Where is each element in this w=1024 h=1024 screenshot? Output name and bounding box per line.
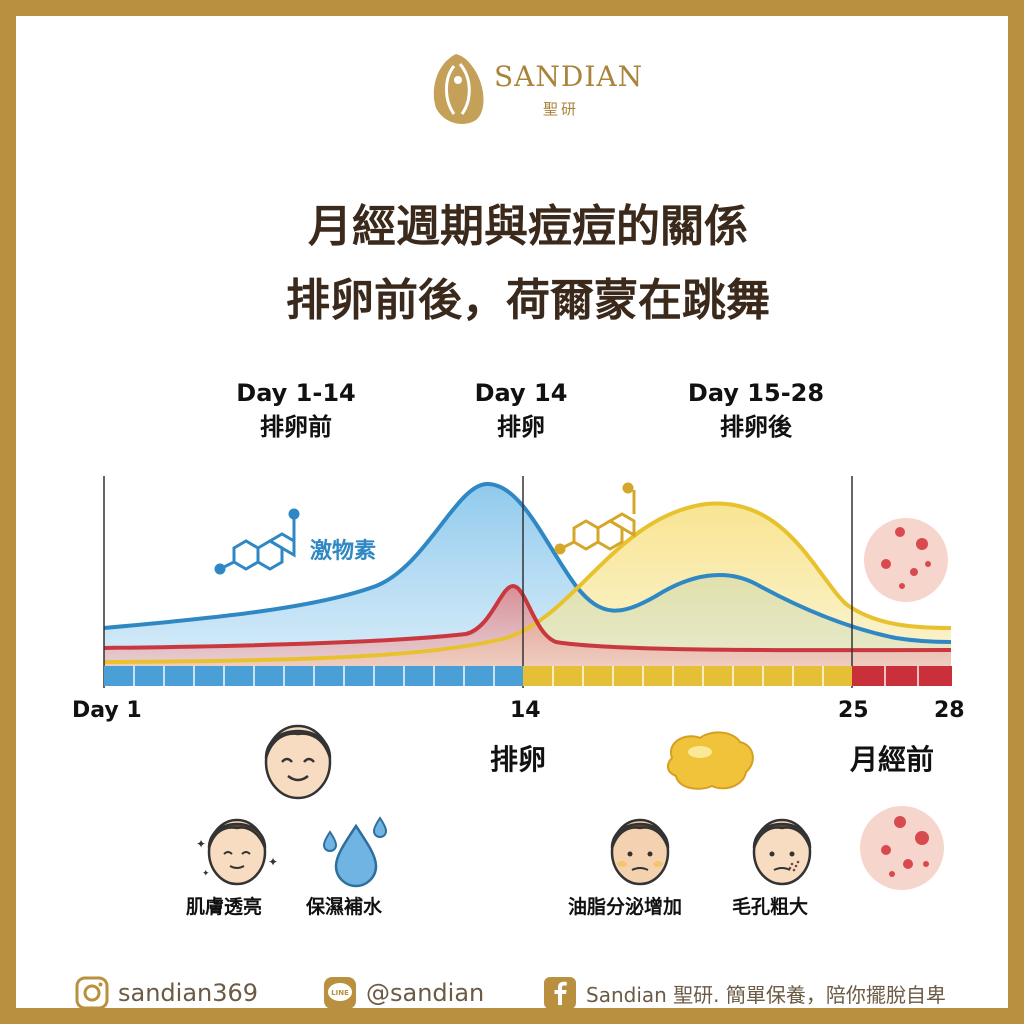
phase-ovulation-label: 排卵	[497, 413, 545, 441]
svg-text:✦: ✦	[196, 837, 206, 851]
acne-skin-icon-bottom	[860, 806, 944, 890]
progesterone-molecule-icon	[554, 482, 636, 555]
instagram-icon	[75, 976, 109, 1010]
acne-skin-icon-top	[864, 518, 948, 602]
svg-text:✦: ✦	[268, 855, 278, 869]
title-line-1: 月經週期與痘痘的關係	[308, 201, 748, 252]
axis-end-label: 28	[934, 698, 965, 723]
phase-post-days: Day 15-28	[687, 379, 825, 407]
hormone-chart: 激物素	[103, 476, 952, 688]
lh-area	[104, 586, 951, 666]
progesterone-line	[103, 501, 952, 664]
timeline-bar	[104, 666, 952, 686]
facebook-text: Sandian 聖研. 簡單保養，陪你擺脫自卑	[586, 982, 946, 1007]
effect-label-pores: 毛孔粗大	[732, 896, 809, 918]
estrogen-molecule-icon	[214, 508, 300, 575]
line-icon: LINE	[324, 977, 356, 1009]
premenstrual-marker: 月經前	[850, 743, 935, 776]
line-icon-text: LINE	[331, 989, 349, 997]
axis-premenstrual-label: 25	[838, 698, 869, 723]
phase-ovulation-days: Day 14	[474, 379, 568, 407]
water-drop-icon	[322, 816, 388, 888]
instagram-handle: sandian369	[118, 979, 259, 1007]
ovulation-marker: 排卵	[490, 743, 547, 776]
oily-face-icon	[610, 818, 670, 886]
phase-pre-label: 排卵前	[260, 413, 332, 441]
phase-post: Day 15-28 排卵後	[666, 376, 846, 444]
effect-label-moist: 保濕補水	[306, 896, 383, 918]
estrogen-line	[103, 481, 952, 644]
line-handle: @sandian	[366, 979, 485, 1007]
happy-face-icon	[264, 724, 332, 800]
brand-name: SANDIAN	[494, 60, 644, 93]
oil-blob-icon	[666, 731, 754, 790]
hormone-label: 激物素	[310, 538, 376, 564]
svg-text:✦: ✦	[202, 869, 210, 879]
footer-facebook[interactable]: Sandian 聖研. 簡單保養，陪你擺脫自卑	[542, 970, 946, 1016]
phase-pre-days: Day 1-14	[236, 379, 356, 407]
title-line-2: 排卵前後，荷爾蒙在跳舞	[286, 275, 770, 326]
effect-label-oil: 油脂分泌增加	[568, 896, 683, 918]
facebook-icon	[544, 977, 576, 1009]
phase-ovulation: Day 14 排卵	[446, 376, 596, 444]
progesterone-area	[104, 503, 951, 666]
lh-line	[103, 583, 952, 653]
footer-line[interactable]: LINE @sandian	[322, 970, 484, 1016]
brand-sub: 聖研	[543, 100, 580, 118]
footer-instagram[interactable]: sandian369	[74, 970, 258, 1016]
axis-ovulation-label: 14	[510, 698, 541, 723]
pore-face-icon	[752, 818, 812, 886]
sparkle-face-icon: ✦ ✦ ✦	[196, 818, 278, 886]
effect-label-bright: 肌膚透亮	[186, 896, 263, 918]
phase-pre: Day 1-14 排卵前	[206, 376, 386, 444]
sandian-logo-icon	[433, 54, 484, 124]
phase-post-label: 排卵後	[720, 413, 792, 441]
axis-start-label: Day 1	[72, 698, 142, 723]
